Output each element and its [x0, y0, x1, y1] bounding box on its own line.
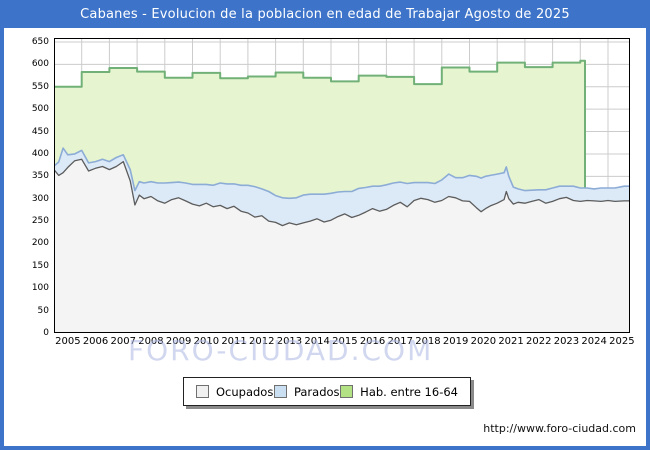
- y-tick-label: 100: [31, 283, 49, 294]
- y-tick-label: 200: [31, 238, 49, 249]
- y-tick-label: 600: [31, 59, 49, 70]
- y-tick-label: 300: [31, 193, 49, 204]
- hab-swatch-icon: [340, 385, 354, 398]
- x-tick-label: 2022: [526, 336, 552, 347]
- y-tick-label: 500: [31, 104, 49, 115]
- y-tick-label: 250: [31, 216, 49, 227]
- y-tick-label: 550: [31, 81, 49, 92]
- x-tick-label: 2016: [359, 336, 386, 347]
- y-tick-label: 450: [31, 126, 49, 137]
- x-tick-label: 2005: [55, 336, 81, 347]
- x-tick-label: 2010: [193, 336, 220, 347]
- x-tick-label: 2009: [165, 336, 192, 347]
- x-tick-label: 2023: [553, 336, 580, 347]
- x-tick-label: 2024: [581, 336, 607, 347]
- legend-label-ocupados: Ocupados: [216, 384, 274, 399]
- legend-label-hab: Hab. entre 16-64: [360, 384, 458, 399]
- y-tick-label: 650: [31, 37, 49, 48]
- x-tick-label: 2006: [82, 336, 109, 347]
- legend-label-parados: Parados: [293, 384, 340, 399]
- parados-line: [54, 147, 630, 200]
- x-tick-label: 2011: [221, 336, 247, 347]
- legend-item-parados: Parados: [273, 384, 340, 399]
- x-tick-label: 2025: [609, 336, 635, 347]
- y-tick-label: 0: [43, 328, 49, 338]
- x-tick-label: 2019: [442, 336, 469, 347]
- x-tick-label: 2017: [387, 336, 413, 347]
- x-tick-label: 2018: [415, 336, 441, 347]
- plot-area: [54, 38, 630, 333]
- ocupados-swatch-icon: [196, 385, 209, 398]
- ocupados-area: [54, 159, 630, 333]
- x-tick-label: 2013: [276, 336, 303, 347]
- page-title: Cabanes - Evolucion de la poblacion en e…: [80, 6, 570, 22]
- x-tick-label: 2015: [332, 336, 358, 347]
- plot-border: [54, 38, 630, 333]
- x-tick-label: 2021: [498, 336, 524, 347]
- y-tick-label: 350: [31, 171, 49, 182]
- legend: Ocupados Parados Hab. entre 16-64: [183, 377, 471, 406]
- hab-line: [54, 59, 586, 333]
- y-tick-label: 400: [31, 148, 49, 159]
- plot-svg: [54, 38, 630, 333]
- title-bar: Cabanes - Evolucion de la poblacion en e…: [0, 0, 650, 28]
- chart-area: 0 50 100 150 200 250 300 350 400 450 500 550 600 650 …: [4, 28, 646, 446]
- legend-item-hab: Hab. entre 16-64: [340, 385, 458, 399]
- ocupados-line: [54, 158, 630, 227]
- x-tick-label: 2020: [470, 336, 497, 347]
- x-tick-label: 2007: [110, 336, 136, 347]
- y-tick-label: 50: [37, 305, 49, 316]
- x-tick-label: 2008: [138, 336, 164, 347]
- x-tick-label: 2012: [249, 336, 275, 347]
- legend-item-ocupados: Ocupados: [196, 385, 273, 399]
- parados-swatch-icon: [273, 385, 287, 398]
- footer-url: http://www.foro-ciudad.com: [483, 422, 636, 435]
- y-tick-label: 150: [31, 260, 49, 271]
- x-tick-label: 2014: [304, 336, 330, 347]
